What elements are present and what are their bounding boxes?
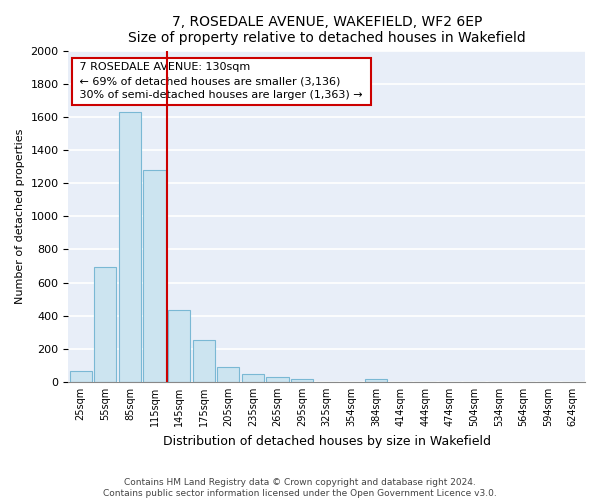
Title: 7, ROSEDALE AVENUE, WAKEFIELD, WF2 6EP
Size of property relative to detached hou: 7, ROSEDALE AVENUE, WAKEFIELD, WF2 6EP S… [128,15,526,45]
Y-axis label: Number of detached properties: Number of detached properties [15,128,25,304]
Text: Contains HM Land Registry data © Crown copyright and database right 2024.
Contai: Contains HM Land Registry data © Crown c… [103,478,497,498]
Bar [119,112,141,382]
Bar [266,377,289,382]
X-axis label: Distribution of detached houses by size in Wakefield: Distribution of detached houses by size … [163,434,491,448]
Bar [94,267,116,382]
Bar [242,374,264,382]
Bar [291,378,313,382]
Bar [168,310,190,382]
Bar [217,367,239,382]
Bar [365,380,387,382]
Bar [70,371,92,382]
Bar [193,340,215,382]
Bar [143,170,166,382]
Text: 7 ROSEDALE AVENUE: 130sqm
 ← 69% of detached houses are smaller (3,136)
 30% of : 7 ROSEDALE AVENUE: 130sqm ← 69% of detac… [76,62,366,100]
